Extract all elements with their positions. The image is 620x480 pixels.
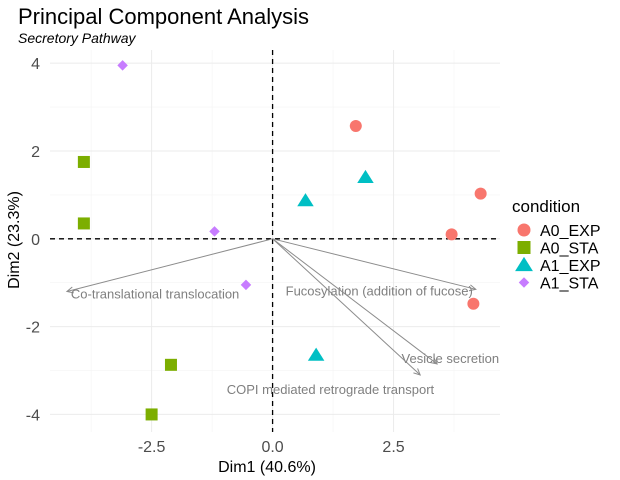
loading-arrow — [272, 238, 438, 365]
data-point — [307, 347, 325, 361]
loading-arrow — [272, 238, 476, 290]
data-point — [240, 279, 252, 291]
data-point — [474, 187, 487, 200]
x-tick-label: -2.5 — [138, 439, 166, 456]
legend-label: A0_STA — [540, 241, 599, 258]
reference-lines — [50, 50, 500, 432]
legend-key — [517, 241, 531, 254]
data-point — [117, 60, 128, 71]
loading-label: Vesicle secretion — [402, 351, 500, 366]
data-point — [77, 217, 90, 230]
loading-label: Fucosylation (addition of fucose) — [286, 283, 473, 298]
y-tick-label: -2 — [26, 320, 40, 337]
x-tick-label: 0.0 — [261, 439, 283, 456]
tick-labels: -2.5 0.0 2.5 -4 -2 0 2 4 — [26, 56, 405, 456]
loading-arrows: Co-translational translocation Fucosylati… — [65, 238, 500, 397]
loading-arrow-head — [413, 368, 422, 376]
data-point — [297, 193, 314, 207]
legend-label: A1_STA — [540, 276, 599, 293]
chart-title: Principal Component Analysis — [18, 4, 310, 29]
loading-label: Co-translational translocation — [71, 286, 239, 301]
loading-arrow — [272, 238, 421, 376]
y-axis-title: Dim2 (23.3%) — [6, 191, 23, 289]
legend-key — [515, 256, 533, 272]
y-tick-label: 2 — [31, 144, 40, 161]
loading-arrow-head — [468, 284, 477, 292]
legend-label: A1_EXP — [540, 258, 600, 275]
data-points — [77, 60, 487, 421]
data-point — [164, 358, 177, 371]
loading-label: COPI mediated retrograde transport — [227, 382, 435, 397]
data-point — [357, 169, 374, 183]
data-point — [145, 408, 158, 421]
loading-arrow-head — [65, 286, 74, 294]
x-axis-title: Dim1 (40.6%) — [218, 459, 316, 476]
loading-arrow-head — [430, 357, 439, 365]
legend-title: condition — [512, 197, 580, 216]
data-point — [445, 228, 458, 241]
legend-key — [518, 277, 530, 288]
loading-arrow — [66, 238, 273, 292]
y-tick-label: 0 — [31, 232, 40, 249]
chart-subtitle: Secretory Pathway — [18, 30, 136, 46]
legend-key — [517, 223, 531, 237]
data-point — [467, 297, 480, 310]
data-point — [209, 226, 220, 237]
data-point — [349, 119, 362, 132]
y-tick-label: 4 — [31, 56, 40, 73]
y-tick-label: -4 — [26, 407, 40, 424]
x-tick-label: 2.5 — [382, 439, 404, 456]
data-point — [77, 155, 90, 168]
legend-label: A0_EXP — [540, 223, 600, 240]
